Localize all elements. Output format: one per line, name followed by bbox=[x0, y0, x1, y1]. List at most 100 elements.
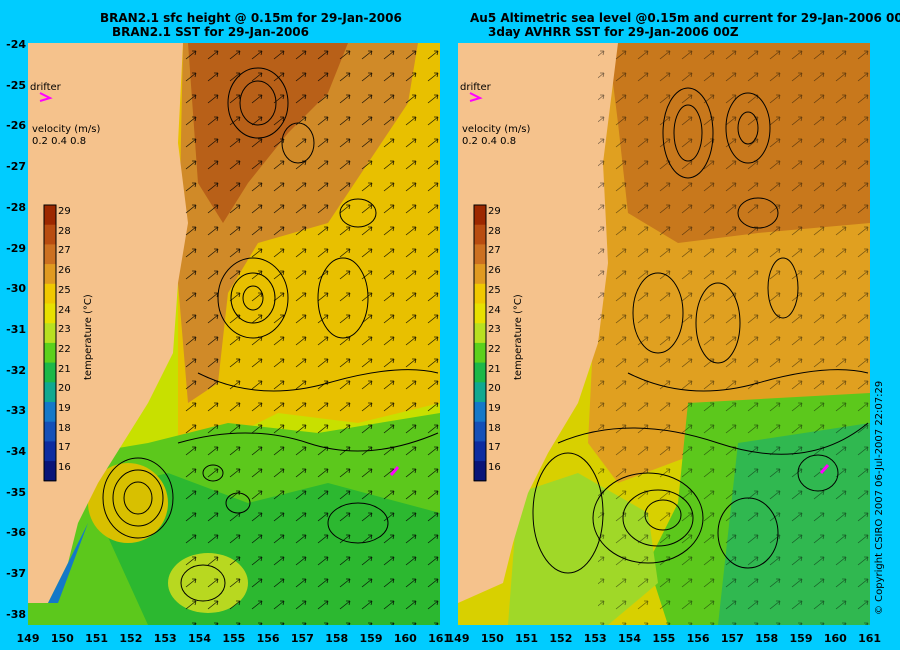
colorbar-segment bbox=[44, 244, 56, 265]
colorbar-segment bbox=[474, 382, 486, 403]
y-axis-tick: -38 bbox=[6, 607, 26, 621]
colorbar-segment bbox=[474, 402, 486, 423]
colorbar-tick: 26 bbox=[58, 265, 71, 277]
coastal-cold bbox=[48, 523, 88, 603]
drifter-label-right: drifter bbox=[460, 82, 491, 93]
x-axis-tick: 161 bbox=[428, 632, 452, 645]
colorbar-tick: 22 bbox=[58, 343, 71, 355]
colorbar-segment bbox=[44, 224, 56, 245]
velocity-legend-ticks-left: 0.2 0.4 0.8 bbox=[32, 136, 87, 147]
x-axis-tick: 155 bbox=[652, 632, 676, 645]
x-axis-tick: 156 bbox=[686, 632, 710, 645]
drifter-track bbox=[819, 464, 830, 474]
x-axis-tick: 160 bbox=[393, 632, 417, 645]
x-axis-tick: 159 bbox=[359, 632, 383, 645]
y-axis-tick: -35 bbox=[6, 485, 26, 499]
colorbar-segment bbox=[474, 283, 486, 304]
colorbar-tick: 28 bbox=[488, 225, 501, 237]
colorbar-segment bbox=[44, 441, 56, 462]
colorbar-segment bbox=[44, 303, 56, 324]
y-axis-tick: -24 bbox=[6, 38, 26, 51]
colorbar-segment bbox=[44, 283, 56, 304]
colorbar-tick: 25 bbox=[58, 284, 71, 296]
x-axis-tick: 152 bbox=[119, 632, 143, 645]
x-axis-tick: 149 bbox=[446, 632, 470, 645]
left-map-svg bbox=[28, 43, 440, 625]
y-axis-tick: -34 bbox=[6, 445, 26, 458]
colorbar-segment bbox=[44, 461, 56, 482]
y-axis-tick: -26 bbox=[6, 119, 26, 133]
colorbar-border bbox=[43, 204, 57, 482]
colorbar-tick: 24 bbox=[58, 304, 71, 316]
x-axis-tick: 154 bbox=[188, 632, 211, 645]
x-axis-tick: 156 bbox=[256, 632, 280, 645]
colorbar-tick: 29 bbox=[488, 206, 501, 217]
colorbar-tick: 27 bbox=[488, 245, 501, 257]
x-axis-tick: 157 bbox=[290, 632, 314, 645]
colorbar-segment bbox=[44, 362, 56, 383]
warm-eddy bbox=[88, 463, 168, 543]
copyright: © Copyright CSIRO 2007 06-Jul-2007 22:07… bbox=[874, 380, 885, 615]
colorbar-tick: 21 bbox=[58, 363, 71, 375]
y-axis-tick: -28 bbox=[6, 200, 26, 214]
drifter-legend-icon bbox=[39, 92, 53, 102]
drifter-label-left: drifter bbox=[30, 82, 61, 93]
x-axis-tick: 150 bbox=[50, 632, 74, 645]
colorbar-tick: 24 bbox=[488, 304, 501, 316]
colorbar-segment bbox=[44, 382, 56, 403]
colorbar-segment bbox=[474, 421, 486, 442]
colorbar-tick: 19 bbox=[58, 403, 71, 414]
colorbar-segment bbox=[44, 421, 56, 442]
colorbar-tick: 25 bbox=[488, 284, 501, 296]
velocity-legend-ticks-right: 0.2 0.4 0.8 bbox=[462, 136, 517, 147]
colorbar-segment bbox=[474, 205, 486, 226]
left-map-panel bbox=[28, 43, 440, 625]
colorbar-segment bbox=[44, 205, 56, 226]
colorbar-tick: 17 bbox=[58, 442, 71, 454]
velocity-legend-title-right: velocity (m/s) bbox=[462, 124, 531, 135]
colorbar-tick: 18 bbox=[488, 422, 501, 434]
x-axis-tick: 150 bbox=[480, 632, 504, 645]
x-axis-tick: 152 bbox=[549, 632, 573, 645]
colorbar-tick: 20 bbox=[58, 383, 71, 395]
x-axis-tick: 160 bbox=[823, 632, 847, 645]
y-axis-tick: -25 bbox=[6, 78, 26, 92]
velocity-arrows bbox=[598, 43, 870, 625]
height-contours bbox=[102, 67, 439, 602]
land bbox=[28, 43, 188, 603]
x-axis-tick: 154 bbox=[618, 632, 641, 645]
colorbar-border bbox=[473, 204, 487, 482]
colorbar-tick: 16 bbox=[488, 462, 501, 474]
colorbar-segment bbox=[474, 303, 486, 324]
y-axis-tick: -33 bbox=[6, 404, 26, 418]
colorbar-tick: 21 bbox=[488, 363, 501, 375]
colorbar-segment bbox=[474, 323, 486, 344]
colorbar-tick: 23 bbox=[488, 324, 501, 336]
colorbar-tick: 18 bbox=[58, 422, 71, 434]
right-map-svg bbox=[458, 43, 870, 625]
x-axis-tick: 158 bbox=[325, 632, 349, 645]
x-axis-tick: 161 bbox=[858, 632, 882, 645]
colorbar-tick: 16 bbox=[58, 462, 71, 474]
colorbar-tick: 26 bbox=[488, 265, 501, 277]
colorbar-segment bbox=[474, 224, 486, 245]
colorbar-segment bbox=[474, 362, 486, 383]
y-axis-tick: -37 bbox=[6, 567, 26, 581]
right-title-line1: Au5 Altimetric sea level @0.15m and curr… bbox=[470, 11, 900, 25]
drifter-legend-icon bbox=[469, 92, 483, 102]
colorbar-segment bbox=[474, 441, 486, 462]
velocity-legend-title-left: velocity (m/s) bbox=[32, 124, 101, 135]
y-axis-tick: -29 bbox=[6, 241, 26, 255]
x-axis-tick: 149 bbox=[16, 632, 40, 645]
y-axis-tick: -31 bbox=[6, 322, 26, 336]
x-axis-tick: 159 bbox=[789, 632, 813, 645]
y-axis-tick: -36 bbox=[6, 526, 26, 540]
left-title-line1: BRAN2.1 sfc height @ 0.15m for 29-Jan-20… bbox=[100, 11, 402, 25]
colorbar-tick: 20 bbox=[488, 383, 501, 395]
x-axis-tick: 157 bbox=[720, 632, 744, 645]
colorbar bbox=[43, 204, 57, 482]
right-title-line2: 3day AVHRR SST for 29-Jan-2006 00Z bbox=[488, 25, 739, 39]
right-map-panel bbox=[458, 43, 870, 625]
height-contours bbox=[532, 87, 869, 574]
x-axis-tick: 153 bbox=[583, 632, 607, 645]
